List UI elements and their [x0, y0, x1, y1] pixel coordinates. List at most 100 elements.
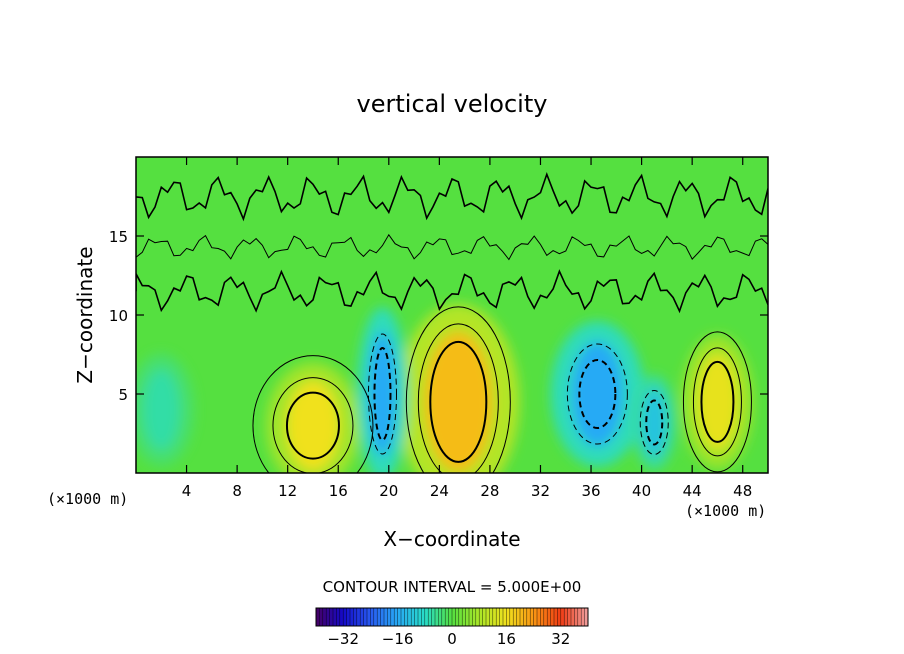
colorbar-cell	[540, 608, 545, 626]
colorbar-cell	[438, 608, 443, 626]
colorbar-cell	[326, 608, 331, 626]
colorbar-cell	[414, 608, 419, 626]
colorbar-cell	[520, 608, 524, 626]
x-tick-label: 36	[581, 482, 600, 500]
colorbar-cell	[554, 608, 558, 626]
x-axis-unit-left: (×1000 m)	[47, 490, 128, 508]
colorbar-cell	[329, 608, 334, 626]
colorbar-cell	[516, 608, 521, 626]
colorbar-cell	[486, 608, 490, 626]
colorbar-cell	[431, 608, 436, 626]
colorbar-tick-label: −16	[382, 630, 414, 648]
contour-interval-text: CONTOUR INTERVAL = 5.000E+00	[323, 578, 582, 596]
colorbar-cell	[472, 608, 477, 626]
field-cell	[143, 369, 180, 450]
colorbar-cell	[509, 608, 514, 626]
contour-label: 0.00	[0, 0, 17, 4]
x-axis-label: X−coordinate	[383, 527, 520, 551]
colorbar-cell	[584, 608, 589, 626]
colorbar-tick-label: 0	[447, 630, 457, 648]
x-tick-label: 44	[683, 482, 702, 500]
field-cell	[286, 380, 339, 471]
colorbar-cell	[397, 608, 402, 626]
colorbar-cell	[533, 608, 538, 626]
colorbar-cell	[367, 608, 371, 626]
x-tick-label: 32	[531, 482, 550, 500]
colorbar-cell	[353, 608, 358, 626]
contour-line	[566, 343, 628, 445]
colorbar-cell	[435, 608, 439, 626]
contour-label: 0.00	[0, 0, 17, 4]
colorbar-cell	[333, 608, 337, 626]
contour-line	[692, 347, 742, 457]
colorbar-cell	[577, 608, 582, 626]
chart-title: vertical velocity	[357, 90, 548, 118]
plot-area	[136, 157, 768, 473]
colorbar-cell	[350, 608, 354, 626]
colorbar-cell	[380, 608, 385, 626]
colorbar-cell	[564, 608, 569, 626]
field-cell	[571, 342, 624, 446]
colorbar-cell	[428, 608, 433, 626]
colorbar-cell	[465, 608, 470, 626]
y-tick-label: 15	[109, 228, 128, 246]
contour-line	[285, 391, 340, 460]
colorbar-cell	[462, 608, 467, 626]
contour-line	[417, 323, 499, 473]
contour-label: −10.0	[0, 0, 23, 4]
x-tick-label: 16	[329, 482, 348, 500]
colorbar-tick-label: −32	[327, 630, 359, 648]
contour-line	[367, 333, 397, 455]
contour-line	[700, 360, 735, 443]
contour-line	[682, 331, 752, 473]
colorbar-cell	[411, 608, 416, 626]
y-tick-label: 5	[118, 386, 128, 404]
colorbar-cell	[455, 608, 460, 626]
field-cell	[424, 331, 493, 472]
colorbar-cell	[394, 608, 399, 626]
colorbar-cell	[363, 608, 368, 626]
zero-contour	[136, 171, 768, 222]
contour-line	[405, 306, 511, 473]
colorbar-tick-label: 16	[497, 630, 516, 648]
contour-label: 10.0	[0, 0, 17, 4]
field-cell	[697, 353, 738, 450]
colorbar-cell	[526, 608, 531, 626]
colorbar-cell	[530, 608, 535, 626]
colorbar-cell	[503, 608, 507, 626]
colorbar-cell	[543, 608, 548, 626]
colorbar-cell	[492, 608, 497, 626]
colorbar-cell	[319, 608, 324, 626]
colorbar-cell	[567, 608, 572, 626]
contour-line	[272, 377, 354, 473]
colorbar-cell	[441, 608, 446, 626]
colorbar-cell	[322, 608, 327, 626]
colorbar-cell	[550, 608, 555, 626]
colorbar-cell	[404, 608, 409, 626]
contour-line	[639, 389, 669, 455]
colorbar-cell	[407, 608, 412, 626]
x-tick-label: 40	[632, 482, 651, 500]
colorbar-cell	[377, 608, 382, 626]
colorbar-cell	[448, 608, 453, 626]
colorbar-cell	[356, 608, 361, 626]
colorbar	[315, 607, 589, 627]
colorbar-cell	[499, 608, 504, 626]
colorbar-cell	[401, 608, 405, 626]
colorbar-cell	[560, 608, 565, 626]
colorbar-cell	[384, 608, 388, 626]
x-tick-label: 8	[232, 482, 242, 500]
contour-label: 0.00	[0, 0, 17, 4]
x-tick-label: 12	[278, 482, 297, 500]
colorbar-cell	[373, 608, 378, 626]
colorbar-cell	[513, 608, 518, 626]
y-axis-label: Z−coordinate	[73, 246, 97, 383]
zero-contour	[136, 233, 768, 261]
colorbar-cell	[571, 608, 575, 626]
zero-contour	[136, 269, 768, 314]
colorbar-cell	[475, 608, 480, 626]
contour-line	[252, 355, 374, 473]
x-tick-label: 48	[733, 482, 752, 500]
colorbar-cell	[421, 608, 426, 626]
